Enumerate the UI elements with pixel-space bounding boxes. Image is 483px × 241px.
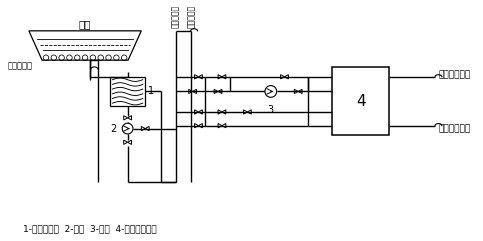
Polygon shape xyxy=(199,110,202,114)
Polygon shape xyxy=(145,127,149,131)
Polygon shape xyxy=(284,75,288,79)
Text: 冷却水回水: 冷却水回水 xyxy=(187,5,196,28)
Circle shape xyxy=(265,86,277,97)
Polygon shape xyxy=(193,89,197,94)
Polygon shape xyxy=(214,89,218,94)
Polygon shape xyxy=(195,110,199,114)
Polygon shape xyxy=(124,140,128,144)
Polygon shape xyxy=(218,89,222,94)
Text: 生活热水供水: 生活热水供水 xyxy=(439,124,471,133)
Polygon shape xyxy=(189,89,193,94)
Polygon shape xyxy=(218,123,222,128)
Bar xyxy=(332,67,389,135)
Polygon shape xyxy=(222,75,226,79)
Text: 3: 3 xyxy=(268,105,274,115)
Polygon shape xyxy=(195,123,199,128)
Text: 2: 2 xyxy=(111,124,117,134)
Polygon shape xyxy=(218,75,222,79)
Text: 1: 1 xyxy=(148,87,154,96)
Polygon shape xyxy=(247,110,251,114)
Text: 生活热水回水: 生活热水回水 xyxy=(439,70,471,79)
Polygon shape xyxy=(281,75,284,79)
Polygon shape xyxy=(199,75,202,79)
Text: 1-板式换热器  2-水泵  3-水泵  4-生活热水机组: 1-板式换热器 2-水泵 3-水泵 4-生活热水机组 xyxy=(23,224,156,233)
Polygon shape xyxy=(298,89,302,94)
Polygon shape xyxy=(218,110,222,114)
Text: 排至养殖场: 排至养殖场 xyxy=(8,61,33,71)
Polygon shape xyxy=(128,140,131,144)
Polygon shape xyxy=(195,75,199,79)
Polygon shape xyxy=(124,116,128,120)
Polygon shape xyxy=(222,110,226,114)
Text: 冷却水供水: 冷却水供水 xyxy=(170,5,180,28)
Polygon shape xyxy=(142,127,145,131)
Polygon shape xyxy=(294,89,298,94)
Circle shape xyxy=(122,123,133,134)
Text: 水库: 水库 xyxy=(79,19,91,29)
Polygon shape xyxy=(222,123,226,128)
Text: 4: 4 xyxy=(356,94,366,109)
Bar xyxy=(111,77,145,106)
Polygon shape xyxy=(243,110,247,114)
Polygon shape xyxy=(199,123,202,128)
Polygon shape xyxy=(128,116,131,120)
